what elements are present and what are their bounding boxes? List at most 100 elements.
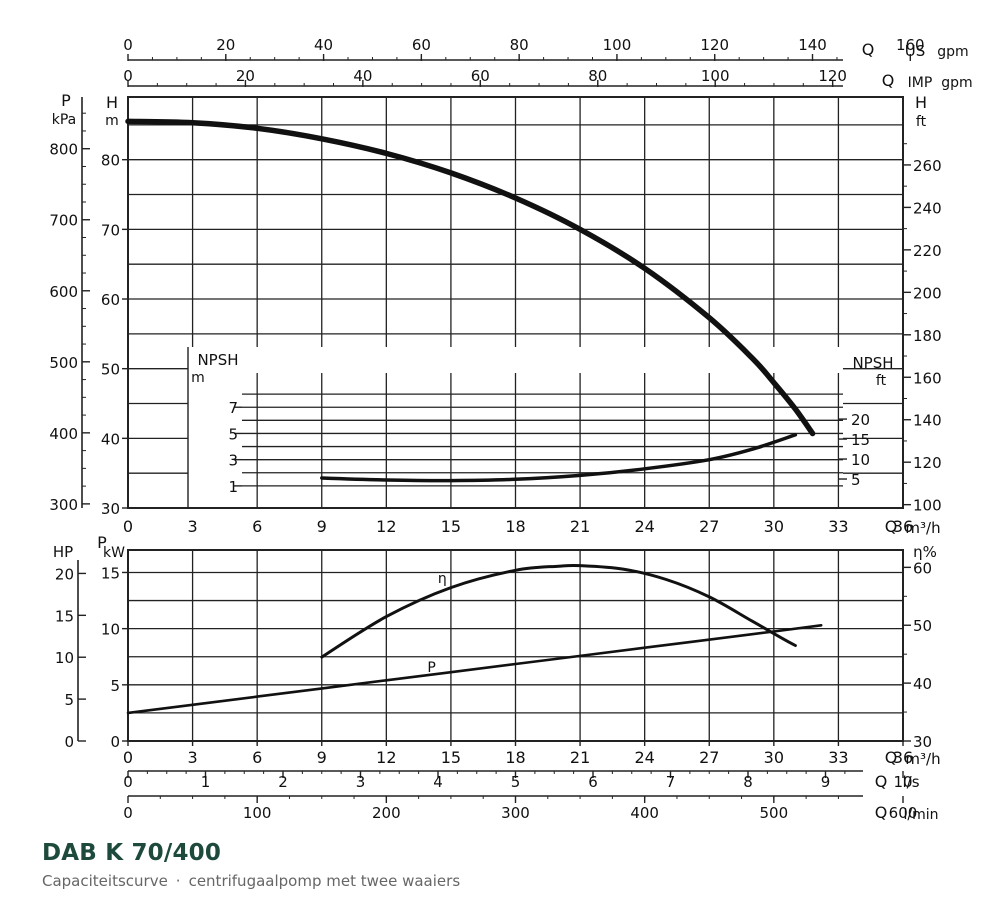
power-curve — [126, 624, 823, 715]
kpa-axis-unit: kPa — [52, 112, 77, 128]
npsh-curve — [320, 433, 798, 483]
npsh-ft-tick-label: 20 — [851, 411, 870, 429]
ft-axis-tick-label: 240 — [913, 199, 942, 217]
bottom-axis-tick-label: 6 — [588, 773, 598, 791]
hp-axis-tick-label: 0 — [64, 733, 74, 751]
ft-axis-tick-label: 100 — [913, 497, 942, 515]
top-axis-tick-label: 80 — [510, 36, 529, 54]
lmin-axis-title: Q — [875, 803, 888, 822]
q-axis-tick-label: 3 — [187, 517, 197, 536]
kw-axis-tick-label: 10 — [101, 621, 120, 639]
q2-axis-tick-label: 12 — [376, 748, 396, 767]
ft-axis-tick-label: 260 — [913, 157, 942, 175]
eta-axis-title: η% — [913, 543, 937, 561]
top-axis-title-gpm: gpm — [937, 44, 968, 60]
hp-axis-tick-label: 5 — [64, 691, 74, 709]
ls-axis-title: Q — [875, 772, 888, 791]
bottom-axis-tick-label: 100 — [243, 804, 272, 822]
bottom-axis-tick-label: 200 — [372, 804, 401, 822]
q-axis-tick-label: 18 — [505, 517, 525, 536]
top-axis-tick-label: 40 — [353, 67, 372, 85]
bottom-axis-tick-label: 10 — [893, 773, 912, 791]
ft-axis-tick-label: 220 — [913, 242, 942, 260]
chart-title: DAB K 70/400 — [42, 840, 222, 866]
h-axis-tick-label: 70 — [101, 221, 120, 239]
npsh-m-axis-title: NPSH — [197, 351, 238, 369]
top-axis-tick-label: 20 — [236, 67, 255, 85]
q-axis-tick-label: 15 — [441, 517, 461, 536]
kpa-axis-tick-label: 400 — [49, 425, 78, 443]
top-axis-tick-label: 60 — [412, 36, 431, 54]
eta-axis-tick-label: 40 — [913, 675, 932, 693]
q-axis-tick-label: 27 — [699, 517, 719, 536]
h-axis-tick-label: 40 — [101, 430, 120, 448]
q2-axis-tick-label: 21 — [570, 748, 590, 767]
npsh-ft-tick-label: 10 — [851, 451, 870, 469]
bottom-axis-tick-label: 0 — [123, 773, 133, 791]
top-axis-tick-label: 100 — [701, 67, 730, 85]
h-axis-tick-label: 80 — [101, 152, 120, 170]
caption: DAB K 70/400 Capaciteitscurve · centrifuga… — [42, 840, 962, 890]
kpa-axis-tick-label: 600 — [49, 283, 78, 301]
lmin-axis-unit: l/min — [903, 807, 938, 823]
bottom-axis-tick-label: 500 — [760, 804, 789, 822]
q2-axis-tick-label: 36 — [893, 748, 913, 767]
ft-axis-tick-label: 180 — [913, 327, 942, 345]
bottom-axis-tick-label: 2 — [278, 773, 288, 791]
top-axis-title-imp: IMP — [908, 75, 933, 91]
eta-axis-tick-label: 60 — [913, 559, 932, 577]
chart-subtitle: Capaciteitscurve · centrifugaalpomp met tw… — [42, 872, 962, 890]
q2-axis-tick-label: 9 — [317, 748, 327, 767]
bottom-axis-tick-label: 400 — [630, 804, 659, 822]
top-axis-title-us: US — [905, 42, 926, 60]
q2-axis-tick-label: 18 — [505, 748, 525, 767]
top-axis-tick-label: 140 — [798, 36, 827, 54]
kw-axis-tick-label: 5 — [110, 677, 120, 695]
q2-axis-tick-label: 27 — [699, 748, 719, 767]
hp-axis-title: HP — [53, 543, 73, 561]
kpa-axis-tick-label: 700 — [49, 212, 78, 230]
npsh-ft-tick-label: 15 — [851, 431, 870, 449]
kw-axis-title: P — [97, 533, 107, 552]
top-axis-tick-label: 100 — [603, 36, 632, 54]
bottom-axis-tick-label: 600 — [889, 804, 918, 822]
q-axis-tick-label: 0 — [123, 517, 133, 536]
ft-axis-tick-label: 160 — [913, 369, 942, 387]
npsh-m-tick-label: 7 — [228, 399, 238, 417]
kw-axis-unit: kW — [103, 545, 125, 561]
q2-axis-tick-label: 15 — [441, 748, 461, 767]
npsh-m-tick-label: 5 — [228, 425, 238, 443]
bottom-axis-tick-label: 4 — [433, 773, 443, 791]
kpa-axis-tick-label: 500 — [49, 354, 78, 372]
npsh-m-axis-unit: m — [191, 370, 205, 386]
q2-axis-tick-label: 3 — [187, 748, 197, 767]
q-axis-title: Q — [885, 517, 898, 536]
npsh-ft-axis-unit: ft — [876, 373, 887, 389]
top-axis-tick-label: 120 — [818, 67, 847, 85]
q2-axis-tick-label: 0 — [123, 748, 133, 767]
q-axis-tick-label: 9 — [317, 517, 327, 536]
ft-axis-tick-label: 120 — [913, 454, 942, 472]
q-axis-tick-label: 12 — [376, 517, 396, 536]
ls-axis-unit: l/s — [902, 773, 919, 791]
q-axis-tick-label: 21 — [570, 517, 590, 536]
top-axis-tick-label: 0 — [123, 36, 133, 54]
top-axis-tick-label: 40 — [314, 36, 333, 54]
ft-axis-title: H — [915, 93, 927, 112]
top-axis-title-gpm2: gpm — [941, 75, 972, 91]
ft-axis-tick-label: 200 — [913, 284, 942, 302]
q2-axis-tick-label: 24 — [634, 748, 654, 767]
head-curve — [125, 118, 816, 437]
top-axis-tick-label: 120 — [700, 36, 729, 54]
kpa-axis-title: P — [61, 91, 71, 110]
bottom-axis-tick-label: 9 — [821, 773, 831, 791]
q-axis-unit: m³/h — [905, 519, 940, 537]
h-axis-title: H — [106, 93, 118, 112]
top-axis-tick-label: 160 — [896, 36, 925, 54]
kw-axis-tick-label: 0 — [110, 733, 120, 751]
bottom-axis-tick-label: 1 — [201, 773, 211, 791]
efficiency-curve — [320, 563, 797, 659]
top-axis-title-q: Q — [862, 40, 875, 59]
top-axis-tick-label: 0 — [123, 67, 133, 85]
